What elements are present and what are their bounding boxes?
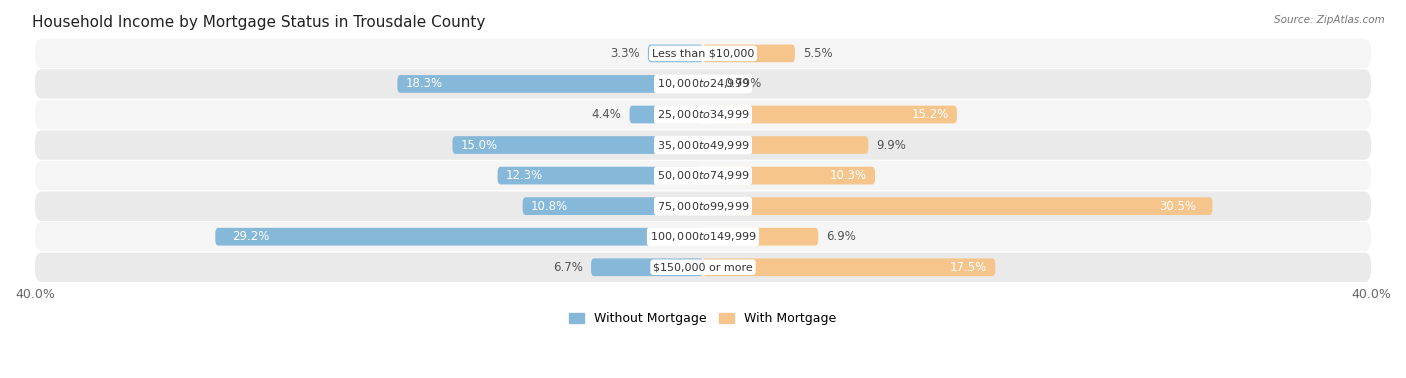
FancyBboxPatch shape — [35, 192, 1371, 221]
FancyBboxPatch shape — [648, 45, 703, 62]
Text: 6.9%: 6.9% — [827, 230, 856, 243]
FancyBboxPatch shape — [35, 130, 1371, 160]
Text: 29.2%: 29.2% — [232, 230, 270, 243]
FancyBboxPatch shape — [35, 222, 1371, 251]
FancyBboxPatch shape — [703, 105, 957, 123]
FancyBboxPatch shape — [35, 253, 1371, 282]
FancyBboxPatch shape — [398, 75, 703, 93]
Text: $75,000 to $99,999: $75,000 to $99,999 — [657, 200, 749, 213]
Legend: Without Mortgage, With Mortgage: Without Mortgage, With Mortgage — [564, 307, 842, 330]
Text: $150,000 or more: $150,000 or more — [654, 262, 752, 272]
FancyBboxPatch shape — [523, 197, 703, 215]
Text: 12.3%: 12.3% — [506, 169, 543, 182]
Text: 4.4%: 4.4% — [592, 108, 621, 121]
FancyBboxPatch shape — [453, 136, 703, 154]
FancyBboxPatch shape — [35, 100, 1371, 129]
Text: $50,000 to $74,999: $50,000 to $74,999 — [657, 169, 749, 182]
Text: $25,000 to $34,999: $25,000 to $34,999 — [657, 108, 749, 121]
FancyBboxPatch shape — [703, 259, 995, 276]
FancyBboxPatch shape — [703, 75, 716, 93]
Text: 18.3%: 18.3% — [406, 77, 443, 90]
Text: 17.5%: 17.5% — [949, 261, 987, 274]
Text: 10.8%: 10.8% — [531, 200, 568, 213]
FancyBboxPatch shape — [630, 105, 703, 123]
Text: $10,000 to $24,999: $10,000 to $24,999 — [657, 77, 749, 90]
Text: $35,000 to $49,999: $35,000 to $49,999 — [657, 139, 749, 152]
Text: Less than $10,000: Less than $10,000 — [652, 48, 754, 58]
Text: Household Income by Mortgage Status in Trousdale County: Household Income by Mortgage Status in T… — [32, 15, 485, 30]
Text: Source: ZipAtlas.com: Source: ZipAtlas.com — [1274, 15, 1385, 25]
FancyBboxPatch shape — [703, 228, 818, 246]
Text: 30.5%: 30.5% — [1159, 200, 1195, 213]
Text: $100,000 to $149,999: $100,000 to $149,999 — [650, 230, 756, 243]
FancyBboxPatch shape — [35, 161, 1371, 190]
Text: 0.79%: 0.79% — [724, 77, 762, 90]
FancyBboxPatch shape — [35, 69, 1371, 99]
Text: 9.9%: 9.9% — [877, 139, 907, 152]
FancyBboxPatch shape — [591, 259, 703, 276]
FancyBboxPatch shape — [703, 45, 794, 62]
Text: 15.2%: 15.2% — [911, 108, 949, 121]
FancyBboxPatch shape — [703, 197, 1212, 215]
Text: 6.7%: 6.7% — [553, 261, 582, 274]
FancyBboxPatch shape — [215, 228, 703, 246]
FancyBboxPatch shape — [498, 167, 703, 184]
Text: 15.0%: 15.0% — [461, 139, 498, 152]
FancyBboxPatch shape — [703, 167, 875, 184]
Text: 3.3%: 3.3% — [610, 47, 640, 60]
Text: 10.3%: 10.3% — [830, 169, 866, 182]
FancyBboxPatch shape — [703, 136, 869, 154]
FancyBboxPatch shape — [35, 39, 1371, 68]
Text: 5.5%: 5.5% — [803, 47, 832, 60]
